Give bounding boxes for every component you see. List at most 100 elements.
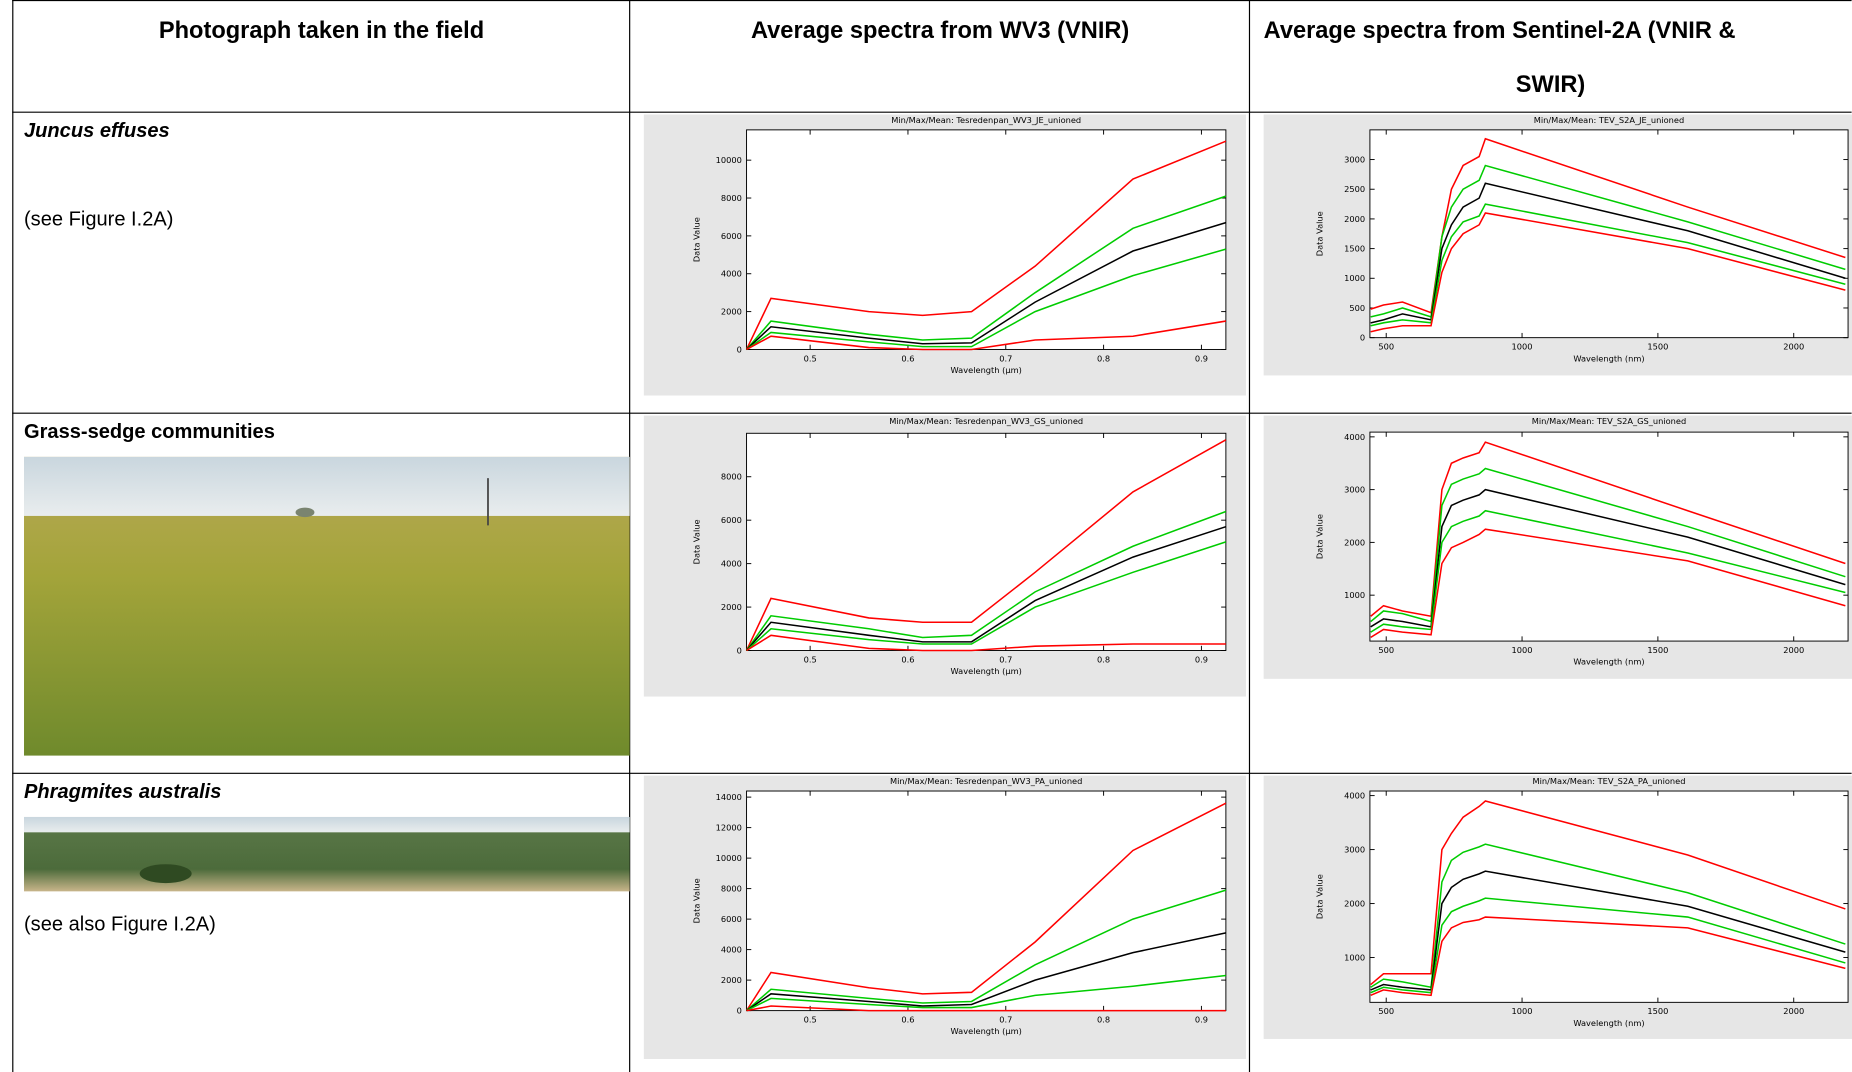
row-label: Phragmites australis	[24, 781, 221, 803]
y-tick-label: 1000	[1344, 590, 1365, 600]
y-tick-label: 4000	[721, 269, 742, 279]
y-tick-label: 4000	[1344, 432, 1365, 442]
spectrum-line	[746, 248, 1227, 351]
spectrum-line	[745, 140, 1227, 350]
plot-area	[1369, 790, 1849, 1003]
spectrum-line	[745, 525, 1227, 652]
y-tick-label: 0	[737, 344, 742, 354]
spectrum-line	[1370, 897, 1846, 994]
spectrum-line	[745, 510, 1227, 651]
y-tick-label: 3000	[1344, 845, 1365, 855]
x-tick-label: 0.8	[1097, 1014, 1110, 1024]
spectrum-line	[1370, 870, 1846, 991]
field-photo	[24, 816, 630, 892]
y-tick-label: 1500	[1344, 244, 1365, 254]
x-tick-label: 1000	[1512, 1006, 1533, 1016]
spectrum-line	[1370, 182, 1846, 324]
y-tick-label: 10000	[716, 155, 742, 165]
x-axis-label: Wavelength (µm)	[951, 666, 1022, 676]
y-tick-label: 0	[737, 645, 742, 655]
x-tick-label: 0.8	[1097, 654, 1110, 664]
row-note: (see also Figure I.2A)	[24, 913, 216, 935]
chart-title: Min/Max/Mean: TEV_S2A_PA_unioned	[1533, 776, 1686, 786]
x-tick-label: 500	[1378, 645, 1394, 655]
y-tick-label: 8000	[721, 884, 742, 894]
spectrum-line	[745, 439, 1227, 651]
x-tick-label: 0.6	[901, 1014, 914, 1024]
y-tick-label: 8000	[721, 472, 742, 482]
y-tick-label: 14000	[716, 792, 742, 802]
row-label: Juncus effuses	[24, 120, 170, 142]
x-tick-label: 1500	[1647, 1006, 1668, 1016]
y-tick-label: 0	[737, 1006, 742, 1016]
x-tick-label: 0.6	[901, 353, 914, 363]
y-tick-label: 1000	[1344, 952, 1365, 962]
x-axis-label: Wavelength (nm)	[1573, 1018, 1644, 1028]
spectrum-line	[1370, 441, 1846, 618]
y-tick-label: 3000	[1344, 485, 1365, 495]
header-cell: SWIR)	[1516, 72, 1586, 98]
x-tick-label: 0.9	[1195, 1014, 1208, 1024]
spectrum-line	[1370, 164, 1846, 318]
x-tick-label: 0.9	[1195, 654, 1208, 664]
x-axis-label: Wavelength (nm)	[1573, 657, 1644, 667]
y-axis-label: Data Value	[691, 878, 701, 923]
spectrum-line	[1370, 488, 1846, 628]
spectrum-line	[1370, 467, 1846, 623]
spectrum-line	[1370, 843, 1846, 989]
x-tick-label: 1500	[1647, 645, 1668, 655]
spectrum-line	[1370, 203, 1846, 327]
x-axis-label: Wavelength (µm)	[951, 1026, 1022, 1036]
x-tick-label: 2000	[1783, 341, 1804, 351]
y-tick-label: 2000	[1344, 214, 1365, 224]
x-tick-label: 0.6	[901, 654, 914, 664]
spectrum-line	[746, 889, 1227, 1012]
x-tick-label: 2000	[1783, 1006, 1804, 1016]
spectrum-line	[745, 802, 1227, 1012]
row-label: Grass-sedge communities	[24, 421, 275, 443]
y-tick-label: 4000	[721, 559, 742, 569]
spectrum-line	[746, 221, 1227, 351]
spectrum-line	[745, 195, 1227, 350]
x-tick-label: 1000	[1512, 341, 1533, 351]
chart-title: Min/Max/Mean: TEV_S2A_GS_unioned	[1532, 416, 1687, 426]
x-tick-label: 0.5	[804, 1014, 817, 1024]
chart-title: Min/Max/Mean: Tesredenpan_WV3_GS_unioned	[889, 416, 1083, 426]
y-axis-label: Data Value	[691, 519, 701, 564]
spectrum-line	[1370, 528, 1846, 639]
y-tick-label: 500	[1349, 303, 1365, 313]
y-tick-label: 1000	[1344, 273, 1365, 283]
x-tick-label: 0.7	[999, 1014, 1012, 1024]
y-tick-label: 2000	[721, 307, 742, 317]
x-tick-label: 0.9	[1195, 353, 1208, 363]
y-axis-label: Data Value	[691, 217, 701, 262]
x-tick-label: 1000	[1512, 645, 1533, 655]
row-note: (see Figure I.2A)	[24, 208, 173, 230]
x-tick-label: 0.7	[999, 353, 1012, 363]
plot-area	[746, 790, 1227, 1012]
spectrum-line	[746, 634, 1226, 652]
y-tick-label: 2000	[721, 602, 742, 612]
x-tick-label: 2000	[1783, 645, 1804, 655]
x-tick-label: 0.7	[999, 654, 1012, 664]
y-tick-label: 4000	[721, 945, 742, 955]
plot-area	[1369, 129, 1849, 339]
x-axis-label: Wavelength (µm)	[951, 365, 1022, 375]
spectrum-line	[1370, 800, 1846, 986]
y-tick-label: 2000	[1344, 899, 1365, 909]
y-tick-label: 2500	[1344, 184, 1365, 194]
y-tick-label: 0	[1360, 333, 1365, 343]
header-cell: Average spectra from Sentinel-2A (VNIR &	[1264, 18, 1736, 44]
x-tick-label: 0.8	[1097, 353, 1110, 363]
y-tick-label: 3000	[1344, 155, 1365, 165]
x-tick-label: 500	[1378, 341, 1394, 351]
spectrum-line	[746, 541, 1227, 652]
y-tick-label: 6000	[721, 515, 742, 525]
x-axis-label: Wavelength (nm)	[1573, 353, 1644, 363]
y-tick-label: 8000	[721, 193, 742, 203]
spectrum-line	[746, 974, 1226, 1012]
header-cell: Average spectra from WV3 (VNIR)	[751, 18, 1129, 44]
y-tick-label: 2000	[721, 975, 742, 985]
x-tick-label: 0.5	[804, 353, 817, 363]
chart-title: Min/Max/Mean: Tesredenpan_WV3_PA_unioned	[890, 776, 1082, 786]
